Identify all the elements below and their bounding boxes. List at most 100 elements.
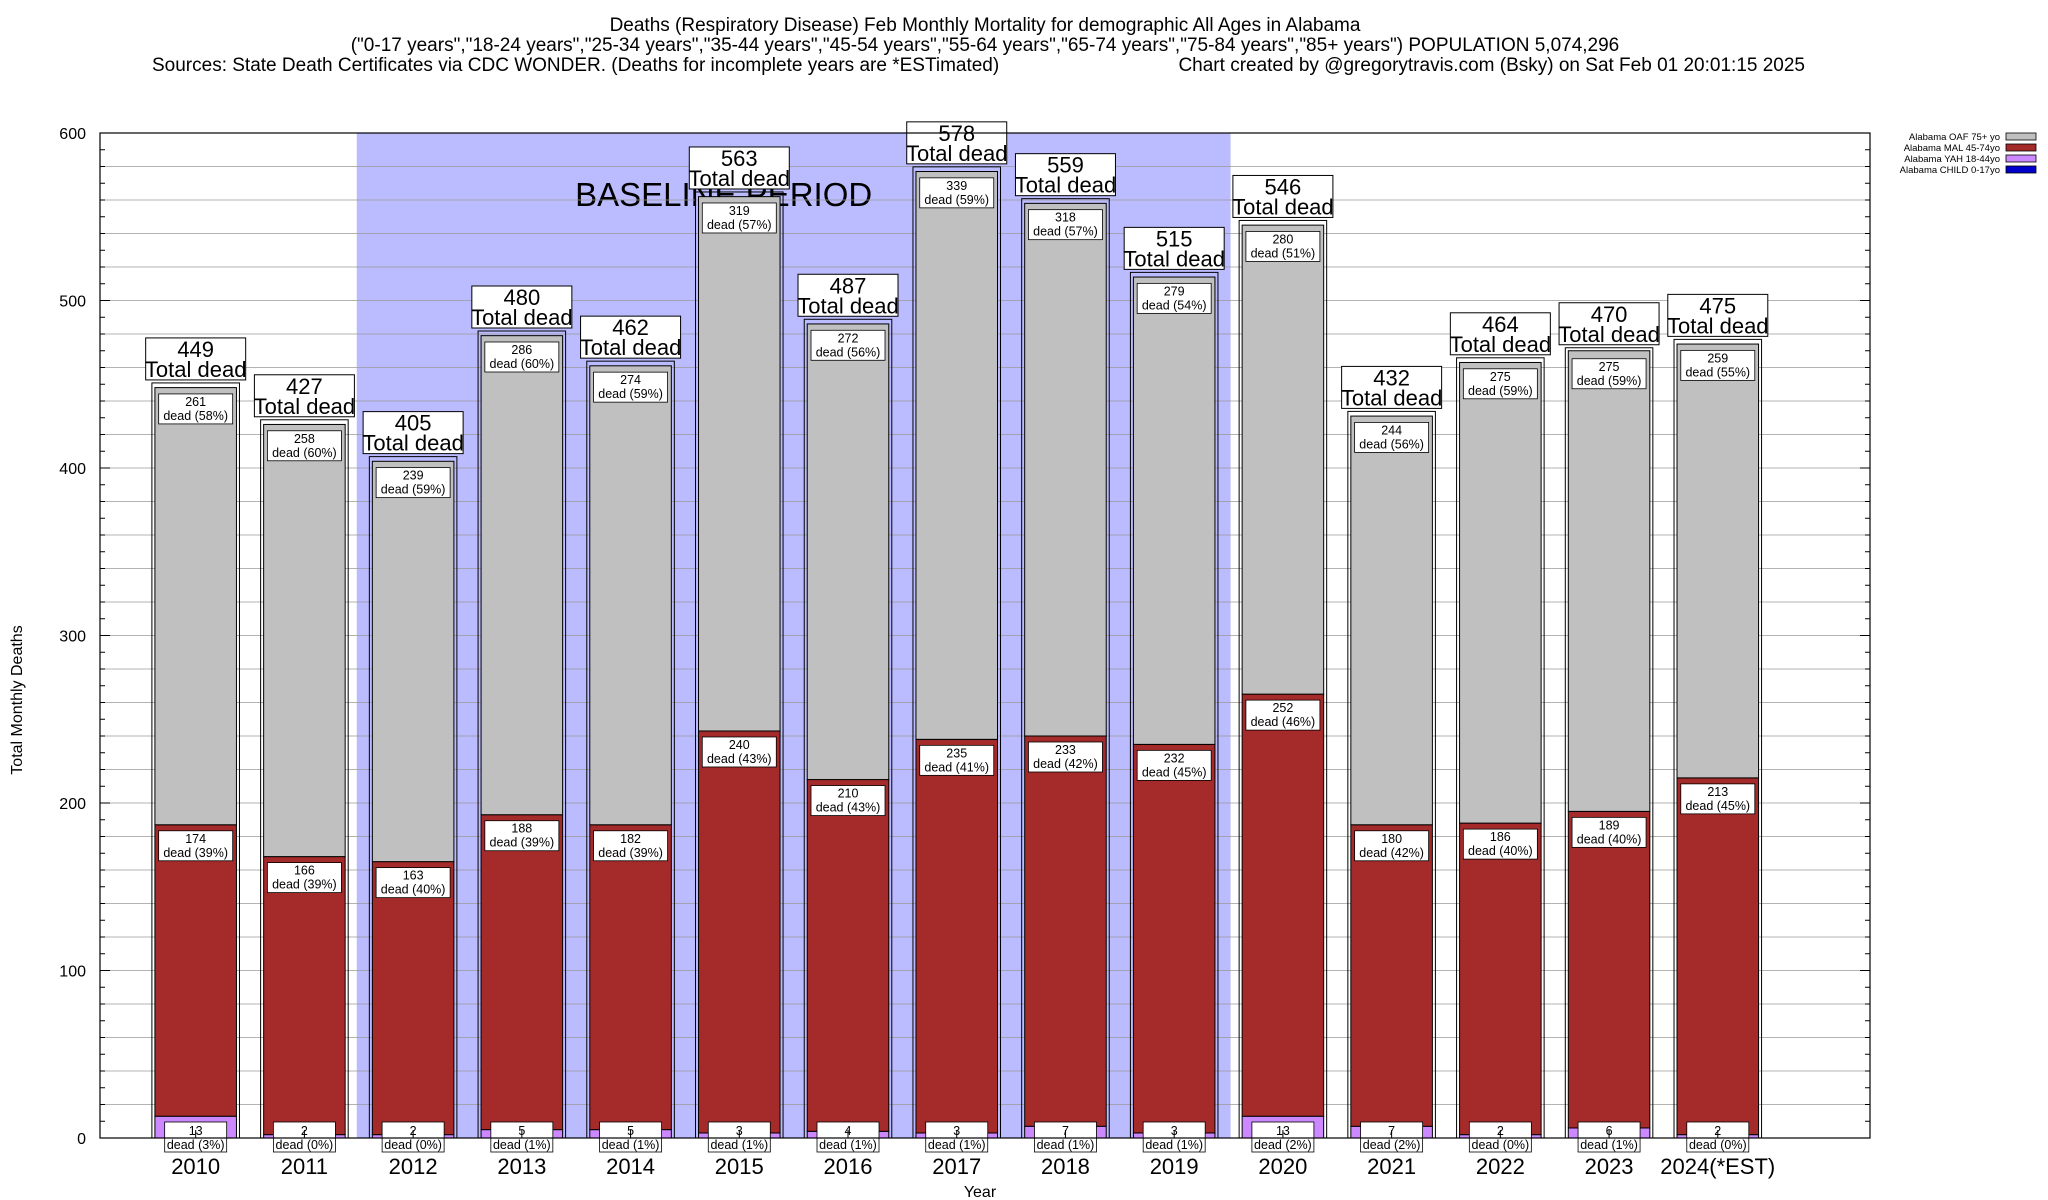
y-tick-label: 300 xyxy=(59,629,86,646)
segment-label-box xyxy=(701,202,777,234)
x-tick-label: 2014 xyxy=(606,1154,655,1179)
total-value-label: 480 xyxy=(503,285,540,310)
chart-titles: Deaths (Respiratory Disease) Feb Monthly… xyxy=(152,15,1805,76)
legend-entry-label: Alabama CHILD 0-17yo xyxy=(1900,165,2000,176)
oaf-value-label: 286 xyxy=(511,343,532,357)
y-tick-label: 0 xyxy=(77,1131,86,1148)
x-tick-label: 2016 xyxy=(824,1154,873,1179)
bar-segment xyxy=(589,365,672,826)
chart-title-line-2: ("0-17 years","18-24 years","25-34 years… xyxy=(351,35,1620,56)
bar-segment xyxy=(915,171,999,740)
total-word-label: Total dead xyxy=(1123,246,1225,271)
total-value-label: 464 xyxy=(1482,312,1519,337)
segment-label-box xyxy=(1028,741,1103,773)
total-label-box xyxy=(471,285,573,329)
oaf-value-label: 318 xyxy=(1055,211,1076,225)
oaf-value-label: 339 xyxy=(946,179,967,193)
yah-pct-label: dead (0%) xyxy=(1472,1138,1530,1152)
total-value-label: 487 xyxy=(830,273,867,298)
plot-border xyxy=(99,132,1871,1139)
mal-value-label: 210 xyxy=(838,787,859,801)
oaf-pct-label: dead (51%) xyxy=(1251,246,1316,260)
oaf-pct-label: dead (60%) xyxy=(272,446,337,460)
segment-label-box xyxy=(381,1121,445,1153)
oaf-value-label: 244 xyxy=(1381,423,1402,437)
x-tick-label: 2018 xyxy=(1041,1154,1090,1179)
y-tick-label: 200 xyxy=(59,796,86,813)
bar-segment xyxy=(263,856,346,1136)
mal-pct-label: dead (43%) xyxy=(707,752,772,766)
segment-label-box xyxy=(593,830,668,862)
chart-sources: Sources: State Death Certificates via CD… xyxy=(152,55,999,76)
x-tick-label: 2015 xyxy=(715,1154,764,1179)
oaf-value-label: 280 xyxy=(1272,232,1293,246)
total-value-label: 405 xyxy=(395,411,432,436)
total-word-label: Total dead xyxy=(906,141,1008,166)
bar-segment xyxy=(1132,276,1216,745)
legend-entry-label: Alabama MAL 45-74yo xyxy=(1904,143,2000,154)
oaf-value-label: 258 xyxy=(294,432,315,446)
total-label-box xyxy=(1014,153,1116,197)
bar-segment xyxy=(263,423,346,858)
total-word-label: Total dead xyxy=(1667,313,1769,338)
total-label-box xyxy=(906,121,1008,165)
legend-swatch xyxy=(2005,154,2037,163)
total-word-label: Total dead xyxy=(689,166,791,191)
yah-pct-label: dead (1%) xyxy=(1580,1138,1638,1152)
segment-label-box xyxy=(1028,209,1103,241)
x-tick-label: 2011 xyxy=(281,1154,328,1179)
oaf-value-label: 239 xyxy=(403,469,424,483)
segment-label-box xyxy=(1354,830,1430,862)
oaf-pct-label: dead (57%) xyxy=(1033,225,1098,239)
oaf-value-label: 259 xyxy=(1707,351,1728,365)
total-label-box xyxy=(580,315,682,359)
oaf-pct-label: dead (59%) xyxy=(1577,374,1642,388)
bar-segment xyxy=(1459,822,1542,1136)
yah-pct-label: dead (1%) xyxy=(1037,1138,1095,1152)
bar-segment xyxy=(1567,810,1651,1129)
mal-pct-label: dead (46%) xyxy=(1251,715,1316,729)
oaf-value-label: 274 xyxy=(620,373,641,387)
segment-label-box xyxy=(1360,1121,1424,1153)
mal-pct-label: dead (40%) xyxy=(381,883,446,897)
segment-label-box xyxy=(1354,421,1430,453)
oaf-pct-label: dead (60%) xyxy=(490,357,555,371)
x-tick-label: 2013 xyxy=(497,1154,546,1179)
mal-pct-label: dead (40%) xyxy=(1468,844,1533,858)
y-tick-label: 100 xyxy=(59,964,86,981)
total-label-box xyxy=(688,146,790,190)
mal-value-label: 252 xyxy=(1272,701,1293,715)
segment-label-box xyxy=(919,177,995,209)
total-value-label: 462 xyxy=(612,315,649,340)
x-axis-label: Year xyxy=(964,1184,997,1200)
y-tick-label: 600 xyxy=(59,126,86,143)
segment-label-box xyxy=(1142,1121,1206,1153)
total-value-label: 546 xyxy=(1265,174,1302,199)
x-tick-label: 2021 xyxy=(1367,1154,1416,1179)
total-value-label: 563 xyxy=(721,146,758,171)
segment-label-box xyxy=(1034,1121,1097,1153)
x-tick-label: 2012 xyxy=(389,1154,438,1179)
chart-credit: Chart created by @gregorytravis.com (Bsk… xyxy=(1178,55,1805,76)
bar-segment xyxy=(371,861,455,1136)
oaf-pct-label: dead (59%) xyxy=(1468,384,1533,398)
y-tick-label: 500 xyxy=(59,294,86,311)
segment-label-box xyxy=(266,430,342,462)
bar-segment xyxy=(154,824,237,1117)
total-value-label: 559 xyxy=(1047,153,1084,178)
mal-value-label: 180 xyxy=(1381,832,1402,846)
bar-segment xyxy=(806,323,890,781)
mal-pct-label: dead (45%) xyxy=(1142,765,1207,779)
segment-label-box xyxy=(158,830,234,862)
mal-value-label: 235 xyxy=(946,746,967,760)
segment-label-box xyxy=(484,341,560,373)
x-tick-label: 2010 xyxy=(171,1154,220,1179)
bar-segment xyxy=(1676,777,1760,1136)
yah-pct-label: dead (2%) xyxy=(1254,1138,1312,1152)
axes: 2010 2011 2012 2013 2014 2015 2016 2017 2018 2019… xyxy=(59,126,1871,1179)
mal-value-label: 189 xyxy=(1599,818,1620,832)
yah-pct-label: dead (0%) xyxy=(276,1138,334,1152)
legend-swatch xyxy=(2005,132,2037,141)
total-word-label: Total dead xyxy=(1558,322,1660,347)
